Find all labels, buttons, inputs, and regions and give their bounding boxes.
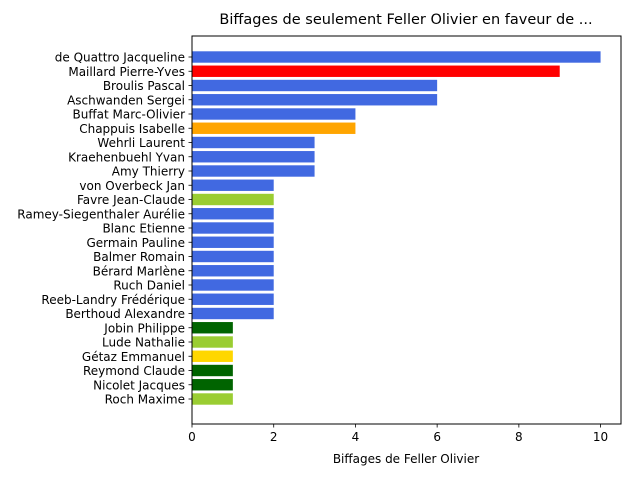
bar xyxy=(192,79,438,92)
bar xyxy=(192,336,233,348)
bar xyxy=(192,165,315,177)
bar xyxy=(192,222,274,234)
bar xyxy=(192,179,274,191)
x-tick-label: 8 xyxy=(515,430,523,444)
category-label: Germain Pauline xyxy=(86,236,185,250)
bar xyxy=(192,307,274,320)
bar xyxy=(192,151,315,163)
category-label: Berthoud Alexandre xyxy=(65,307,185,321)
bar xyxy=(192,236,274,248)
bar xyxy=(192,350,233,362)
bar xyxy=(192,250,274,263)
category-label: Broulis Pascal xyxy=(103,79,185,93)
bar xyxy=(192,379,233,391)
bar xyxy=(192,208,274,220)
x-tick-label: 6 xyxy=(433,430,441,444)
category-label: Amy Thierry xyxy=(112,165,185,179)
bar xyxy=(192,279,274,291)
category-label: Reymond Claude xyxy=(83,364,185,378)
category-label: von Overbeck Jan xyxy=(79,179,185,193)
bar xyxy=(192,51,601,63)
bar xyxy=(192,193,274,206)
bar xyxy=(192,122,356,134)
x-tick-label: 0 xyxy=(188,430,196,444)
chart-title: Biffages de seulement Feller Olivier en … xyxy=(219,12,592,28)
bar xyxy=(192,393,233,405)
category-label: Ramey-Siegenthaler Aurélie xyxy=(17,207,185,221)
category-label: Blanc Etienne xyxy=(102,222,185,236)
bar xyxy=(192,94,438,106)
category-label: Favre Jean-Claude xyxy=(77,193,185,207)
x-tick-label: 10 xyxy=(593,430,608,444)
category-label: Gétaz Emmanuel xyxy=(82,350,185,364)
bar xyxy=(192,108,356,120)
x-tick-label: 2 xyxy=(270,430,278,444)
category-label: Aschwanden Sergei xyxy=(67,93,185,107)
bar xyxy=(192,364,233,377)
bar xyxy=(192,136,315,149)
category-label: Balmer Romain xyxy=(93,250,185,264)
x-axis-label: Biffages de Feller Olivier xyxy=(333,452,479,466)
category-label: Kraehenbuehl Yvan xyxy=(68,150,185,164)
bar xyxy=(192,293,274,305)
category-label: Chappuis Isabelle xyxy=(79,122,185,136)
category-label: Buffat Marc-Olivier xyxy=(73,108,186,122)
x-tick-label: 4 xyxy=(352,430,360,444)
category-label: Roch Maxime xyxy=(105,393,185,407)
category-label: Bérard Marlène xyxy=(93,264,185,278)
category-label: Maillard Pierre-Yves xyxy=(68,65,185,79)
category-label: Ruch Daniel xyxy=(113,279,185,293)
category-label: Jobin Philippe xyxy=(103,321,185,335)
category-label: Wehrli Laurent xyxy=(97,136,185,150)
category-label: Lude Nathalie xyxy=(102,336,185,350)
plot-frame xyxy=(191,35,622,425)
bar xyxy=(192,65,560,77)
bars-group xyxy=(192,51,601,405)
x-ticks-group: 0 2 4 6 8 10 xyxy=(188,424,608,444)
bar xyxy=(192,265,274,277)
category-label: Nicolet Jacques xyxy=(93,378,185,392)
category-label: Reeb-Landry Frédérique xyxy=(41,293,185,307)
bar xyxy=(192,322,233,334)
category-label: de Quattro Jacqueline xyxy=(55,51,185,65)
